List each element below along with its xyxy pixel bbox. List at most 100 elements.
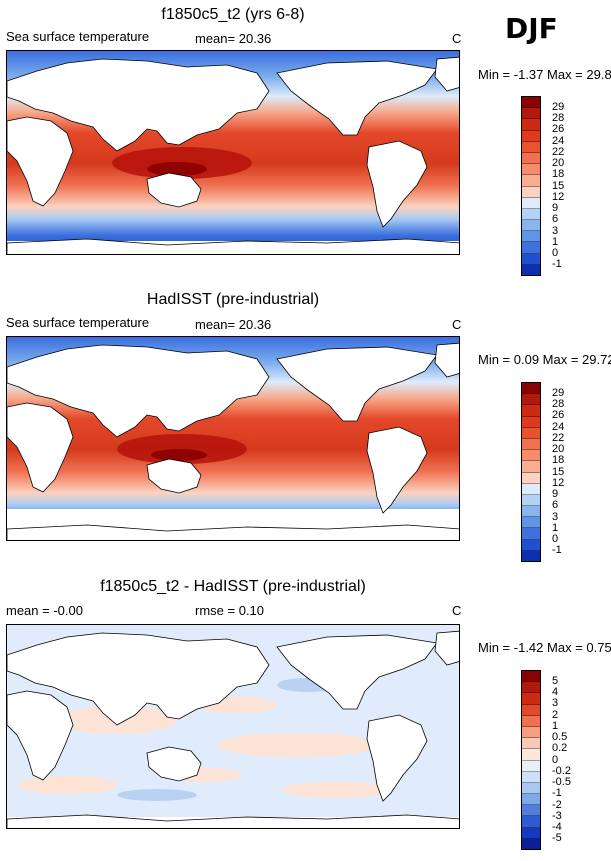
colorbar-tick: 0.2 (552, 742, 568, 754)
colorbar-swatch (522, 771, 540, 783)
colorbar-swatch (522, 253, 540, 265)
colorbar-swatch (522, 164, 540, 176)
colorbar-swatch (522, 704, 540, 716)
colorbar-tick: 1 (552, 720, 559, 732)
panel1-map-graphic (7, 51, 459, 254)
panel3-minmax: Min = -1.42 Max = 0.75 (478, 640, 611, 655)
colorbar-tick: -5 (552, 832, 562, 844)
colorbar-swatch (522, 715, 540, 727)
panel1-colorbar (521, 96, 541, 276)
colorbar-swatch (522, 97, 540, 109)
colorbar-swatch (522, 726, 540, 739)
colorbar-tick: 22 (552, 146, 565, 158)
colorbar-swatch (522, 472, 540, 484)
panel2-stat: mean= 20.36 (195, 317, 272, 332)
colorbar-swatch (522, 405, 540, 417)
colorbar-tick: -0.2 (552, 765, 571, 777)
colorbar-swatch (522, 805, 540, 817)
colorbar-tick: 28 (552, 398, 565, 410)
colorbar-swatch (522, 130, 540, 142)
colorbar-tick: -1 (552, 258, 562, 270)
colorbar-tick: 2 (552, 709, 559, 721)
panel3-map (6, 624, 460, 829)
panel2-colorbar (521, 382, 541, 562)
colorbar-tick: 3 (552, 225, 559, 237)
colorbar-swatch (522, 450, 540, 462)
colorbar-tick: 0 (552, 533, 559, 545)
colorbar-tick: 18 (552, 454, 565, 466)
colorbar-tick: 20 (552, 157, 565, 169)
colorbar-tick: 1 (552, 522, 559, 534)
season-label: DJF (505, 12, 558, 45)
colorbar-swatch (522, 231, 540, 243)
colorbar-swatch (522, 682, 540, 694)
colorbar-swatch (522, 152, 540, 165)
colorbar-tick: 3 (552, 697, 559, 709)
colorbar-swatch (522, 242, 540, 254)
colorbar-swatch (522, 749, 540, 761)
colorbar-swatch (522, 838, 540, 849)
colorbar-swatch (522, 528, 540, 540)
colorbar-swatch (522, 494, 540, 507)
colorbar-swatch (522, 506, 540, 518)
panel3-mean: mean = -0.00 (6, 603, 83, 618)
colorbar-tick: 0 (552, 754, 559, 766)
colorbar-tick: 20 (552, 443, 565, 455)
colorbar-tick: 6 (552, 499, 559, 511)
panel1-units: C (452, 31, 462, 46)
colorbar-swatch (522, 119, 540, 131)
panel3-units: C (452, 603, 462, 618)
colorbar-tick: -4 (552, 821, 562, 833)
colorbar-tick: 29 (552, 387, 565, 399)
colorbar-tick: 3 (552, 511, 559, 523)
colorbar-swatch (522, 197, 540, 209)
colorbar-swatch (522, 782, 540, 795)
colorbar-swatch (522, 416, 540, 428)
colorbar-tick: 24 (552, 421, 565, 433)
colorbar-swatch (522, 383, 540, 395)
colorbar-swatch (522, 816, 540, 828)
colorbar-tick: 9 (552, 202, 559, 214)
colorbar-swatch (522, 827, 540, 839)
colorbar-swatch (522, 141, 540, 153)
colorbar-swatch (522, 550, 540, 561)
colorbar-tick: 9 (552, 488, 559, 500)
colorbar-tick: -3 (552, 810, 562, 822)
colorbar-tick: 4 (552, 686, 559, 698)
panel2-title: HadISST (pre-industrial) (146, 291, 320, 308)
panel2-minmax: Min = 0.09 Max = 29.72 (478, 352, 611, 367)
panel2-map-graphic (7, 337, 459, 540)
colorbar-tick: 1 (552, 236, 559, 248)
panel3-map-graphic (7, 625, 459, 828)
colorbar-swatch (522, 220, 540, 232)
colorbar-swatch (522, 671, 540, 683)
colorbar-tick: 5 (552, 675, 559, 687)
colorbar-tick: -0.5 (552, 776, 571, 788)
colorbar-swatch (522, 438, 540, 451)
colorbar-tick: 0.5 (552, 731, 568, 743)
colorbar-tick: -2 (552, 799, 562, 811)
colorbar-swatch (522, 427, 540, 439)
panel1-stat: mean= 20.36 (195, 31, 272, 46)
panel3-title: f1850c5_t2 - HadISST (pre-industrial) (100, 578, 366, 595)
colorbar-tick: 22 (552, 432, 565, 444)
colorbar-swatch (522, 208, 540, 221)
colorbar-tick: 15 (552, 466, 565, 478)
colorbar-tick: 12 (552, 477, 565, 489)
panel3-stat: rmse = 0.10 (195, 603, 265, 618)
panel1-left-label: Sea surface temperature (6, 29, 150, 44)
colorbar-tick: -1 (552, 544, 562, 556)
panel2-units: C (452, 317, 462, 332)
panel2-map (6, 336, 460, 541)
colorbar-tick: 29 (552, 101, 565, 113)
colorbar-swatch (522, 517, 540, 529)
colorbar-swatch (522, 738, 540, 750)
colorbar-swatch (522, 175, 540, 187)
panel2-left-label: Sea surface temperature (6, 315, 150, 330)
colorbar-swatch (522, 483, 540, 495)
colorbar-swatch (522, 693, 540, 705)
colorbar-tick: 26 (552, 409, 565, 421)
panel1-title: f1850c5_t2 (yrs 6-8) (161, 6, 305, 23)
colorbar-swatch (522, 394, 540, 406)
colorbar-swatch (522, 461, 540, 473)
